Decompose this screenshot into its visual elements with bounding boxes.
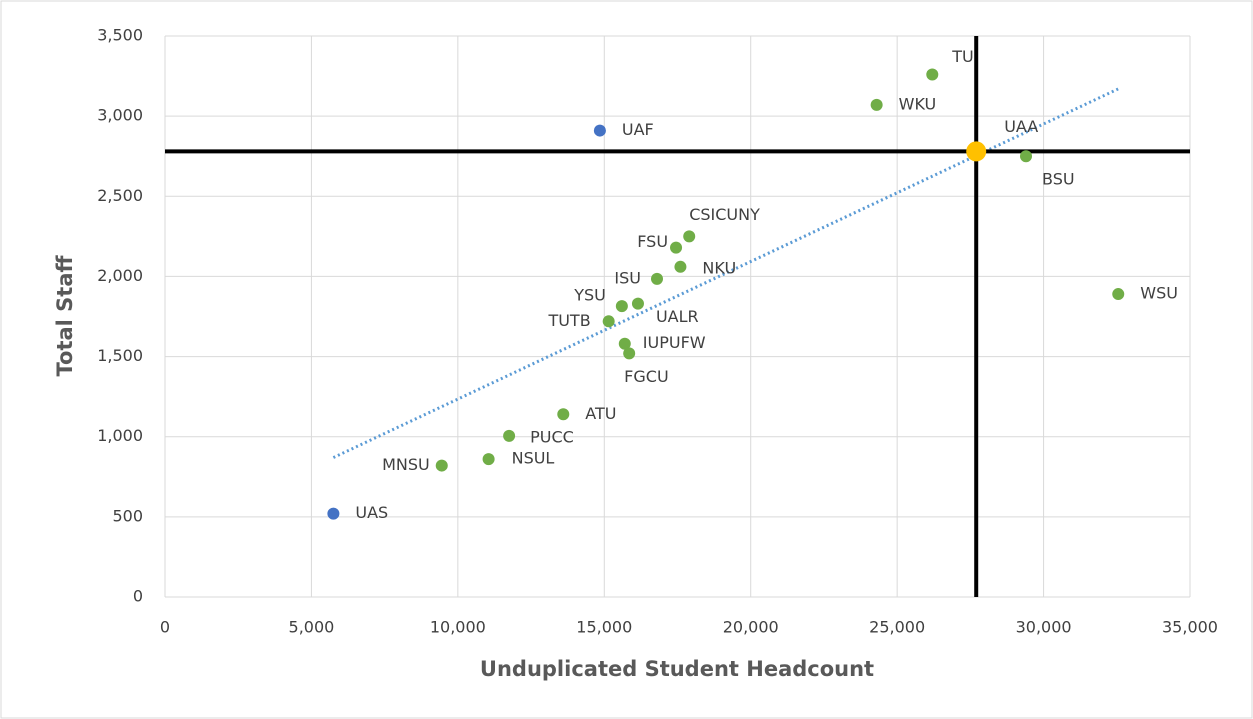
point-label: UAS (355, 503, 388, 522)
y-tick-label: 3,000 (97, 106, 143, 125)
y-tick-label: 500 (112, 506, 143, 525)
point-label: MNSU (382, 455, 430, 474)
point-label: IUPUFW (643, 333, 706, 352)
point-label: FGCU (624, 367, 668, 386)
point (674, 260, 687, 273)
point-label: FSU (637, 232, 668, 251)
point-label: WSU (1140, 284, 1178, 303)
point-label: ATU (585, 404, 616, 423)
point (670, 241, 683, 254)
point (615, 300, 628, 313)
x-axis-title: Unduplicated Student Headcount (480, 657, 874, 681)
x-tick-label: 15,000 (576, 618, 632, 637)
point (327, 507, 340, 520)
y-tick-label: 0 (133, 587, 143, 606)
y-tick-label: 3,500 (97, 26, 143, 45)
point-label: TUTB (547, 311, 590, 330)
x-tick-label: 35,000 (1162, 618, 1218, 637)
y-tick-label: 1,000 (97, 426, 143, 445)
point (503, 429, 516, 442)
point (593, 124, 606, 137)
point-label: UAF (622, 120, 654, 139)
point-label: TU (951, 47, 973, 66)
point (623, 347, 636, 360)
y-axis-title: Total Staff (53, 255, 77, 377)
point-label: UAA (1004, 117, 1038, 136)
point-label: NSUL (512, 449, 555, 468)
point (602, 315, 615, 328)
y-tick-label: 2,500 (97, 186, 143, 205)
point (1112, 288, 1125, 301)
point (435, 459, 448, 472)
point (870, 98, 883, 111)
point (1020, 150, 1032, 163)
x-tick-label: 0 (160, 618, 170, 637)
point (926, 68, 939, 81)
y-tick-label: 1,500 (97, 346, 143, 365)
point (482, 453, 495, 466)
x-tick-label: 10,000 (430, 618, 486, 637)
point-label: YSU (573, 286, 606, 305)
point-label: ISU (614, 268, 641, 287)
point (631, 297, 644, 310)
point (683, 230, 696, 243)
point-label: UALR (656, 307, 699, 326)
point-label: CSICUNY (689, 205, 760, 224)
point-label: NKU (702, 258, 736, 277)
x-tick-label: 20,000 (723, 618, 779, 637)
point-label: BSU (1042, 170, 1075, 189)
point (557, 408, 570, 421)
point (966, 141, 987, 162)
x-tick-label: 5,000 (289, 618, 335, 637)
x-tick-label: 25,000 (869, 618, 925, 637)
point (651, 272, 663, 285)
point-label: WKU (899, 94, 937, 113)
point (618, 337, 631, 350)
x-tick-label: 30,000 (1016, 618, 1072, 637)
point-label: PUCC (530, 427, 574, 446)
y-tick-label: 2,000 (97, 266, 143, 285)
